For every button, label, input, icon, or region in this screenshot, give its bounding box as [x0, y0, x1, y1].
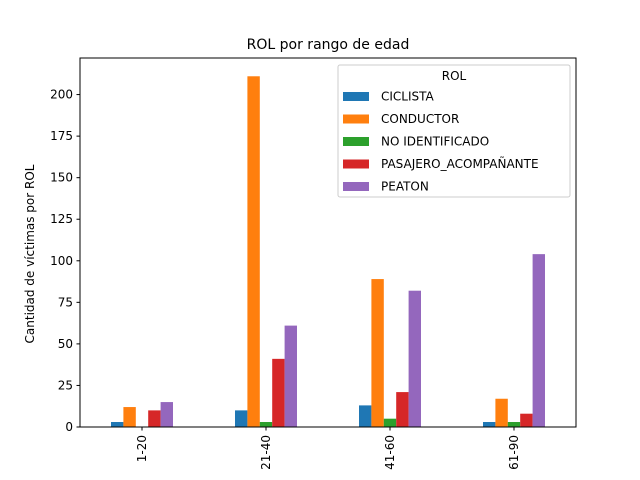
- bar-pasajero-acompañante-21-40: [272, 358, 285, 427]
- legend-swatch-no-identificado: [343, 137, 369, 146]
- y-axis: 0 25 50 75 100 125 150 175 200: [50, 88, 80, 434]
- x-tick-label-1-20: 1-20: [135, 435, 149, 462]
- bar-peaton-61-90: [532, 254, 545, 427]
- y-tick-label: 200: [50, 88, 73, 102]
- legend-frame: [337, 64, 571, 198]
- bar-peaton-41-60: [408, 290, 421, 427]
- bar-ciclista-21-40: [235, 410, 248, 427]
- x-tick-label-61-90: 61-90: [507, 435, 521, 470]
- y-tick-label: 100: [50, 254, 73, 268]
- legend: ROL CICLISTA CONDUCTOR NO IDENTIFICADO PASA…: [337, 64, 571, 198]
- chart-title: ROL por rango de edad: [247, 37, 410, 53]
- x-axis: 1-20 21-40 41-60 61-90: [135, 427, 521, 470]
- x-tick-label-21-40: 21-40: [259, 435, 273, 470]
- legend-swatch-peaton: [343, 182, 369, 191]
- bar-no-identificado-21-40: [259, 422, 273, 427]
- legend-title: ROL: [442, 69, 467, 83]
- legend-swatch-pasajero-acompañante: [343, 159, 369, 169]
- plot-area: [79, 57, 577, 428]
- bar-pasajero-acompañante-61-90: [520, 413, 533, 427]
- legend-label-no-identificado: NO IDENTIFICADO: [381, 135, 489, 149]
- bar-ciclista-41-60: [359, 405, 372, 427]
- bar-no-identificado-41-60: [383, 418, 397, 427]
- bar-conductor-1-20: [123, 407, 136, 427]
- legend-label-peaton: PEATON: [381, 180, 429, 194]
- y-axis-label: Cantidad de víctimas por ROL: [23, 164, 37, 343]
- y-tick-label: 150: [50, 171, 73, 185]
- bar-pasajero-acompañante-1-20: [148, 410, 161, 427]
- y-tick-label: 75: [58, 295, 73, 309]
- y-tick-label: 50: [58, 337, 73, 351]
- bar-ciclista-61-90: [483, 422, 496, 427]
- legend-swatch-conductor: [343, 114, 369, 124]
- legend-label-pasajero-acompañante: PASAJERO_ACOMPAÑANTE: [381, 156, 539, 171]
- bar-conductor-21-40: [247, 76, 260, 427]
- legend-label-ciclista: CICLISTA: [381, 90, 435, 104]
- bar-no-identificado-61-90: [507, 422, 521, 427]
- y-tick-label: 25: [58, 378, 73, 392]
- legend-label-conductor: CONDUCTOR: [381, 112, 459, 126]
- bar-peaton-21-40: [284, 325, 297, 427]
- plot-frame: [79, 57, 577, 428]
- y-tick-label: 125: [50, 212, 73, 226]
- bar-pasajero-acompañante-41-60: [396, 392, 409, 427]
- bar-ciclista-1-20: [111, 422, 124, 427]
- legend-swatch-ciclista: [343, 92, 369, 101]
- bar-conductor-41-60: [371, 279, 384, 427]
- y-tick-label: 175: [50, 129, 73, 143]
- y-tick-label: 0: [65, 420, 73, 434]
- bar-peaton-1-20: [160, 402, 173, 427]
- bar-conductor-61-90: [495, 398, 508, 427]
- x-tick-label-41-60: 41-60: [383, 435, 397, 470]
